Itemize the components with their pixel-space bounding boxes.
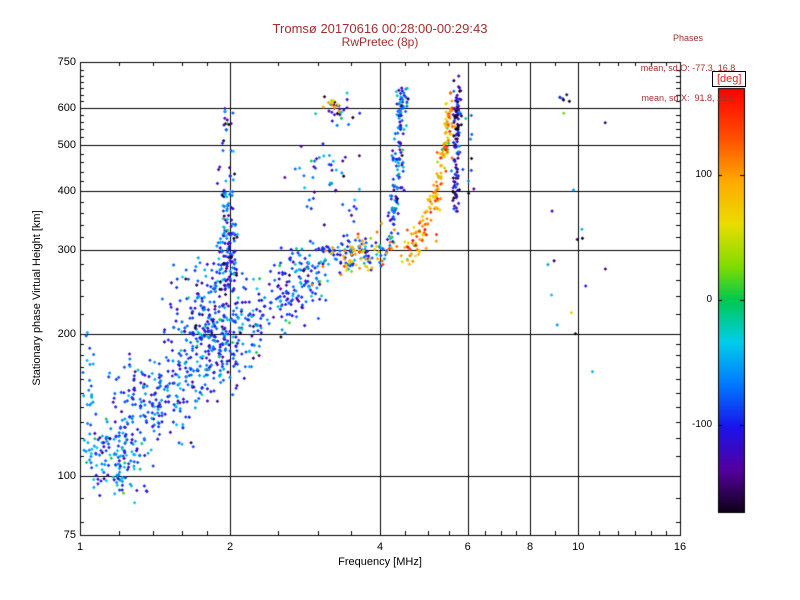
x-tick-label-8: 8 (526, 541, 534, 553)
x-tick-label-1: 1 (76, 541, 84, 553)
phase-stats-header: Phases (672, 33, 704, 43)
phase-stats-x-mode: mean, sd,X: 91.8, 21.6 (641, 93, 735, 103)
y-tick-label-500: 500 (57, 139, 76, 152)
y-tick-label-200: 200 (57, 327, 76, 340)
x-axis-label: Frequency [MHz] (338, 556, 422, 568)
y-tick-label-75: 75 (63, 529, 76, 541)
x-tick-label-4: 4 (376, 541, 384, 553)
x-tick-label-6: 6 (464, 541, 471, 553)
plot-title: Tromsø 20170616 00:28:00-00:29:43 (272, 21, 488, 36)
y-tick-label-600: 600 (57, 101, 76, 114)
y-axis-label: Stationary phase Virtual Height [km] (31, 210, 43, 386)
y-tick-label-400: 400 (57, 185, 76, 198)
x-tick-label-16: 16 (673, 541, 687, 553)
plot-subtitle: RwPretec (8p) (341, 35, 419, 49)
phase-stats-block: Phases mean, sd,O: -77.3, 16.8 mean, sd,… (598, 13, 778, 123)
colorbar-unit-label: [deg] (712, 71, 747, 87)
colorbar-tick-label-100: 100 (695, 169, 712, 181)
phase-stats-o-mode: mean, sd,O: -77.3, 16.8 (640, 63, 736, 73)
x-tick-label-10: 10 (572, 541, 585, 553)
y-tick-label-300: 300 (57, 244, 76, 257)
colorbar-tick-label-0: 0 (706, 294, 712, 305)
colorbar-tick-label--100: -100 (691, 418, 712, 430)
y-tick-label-100: 100 (57, 469, 76, 482)
y-tick-label-750: 750 (57, 56, 76, 68)
x-tick-label-2: 2 (226, 541, 234, 553)
